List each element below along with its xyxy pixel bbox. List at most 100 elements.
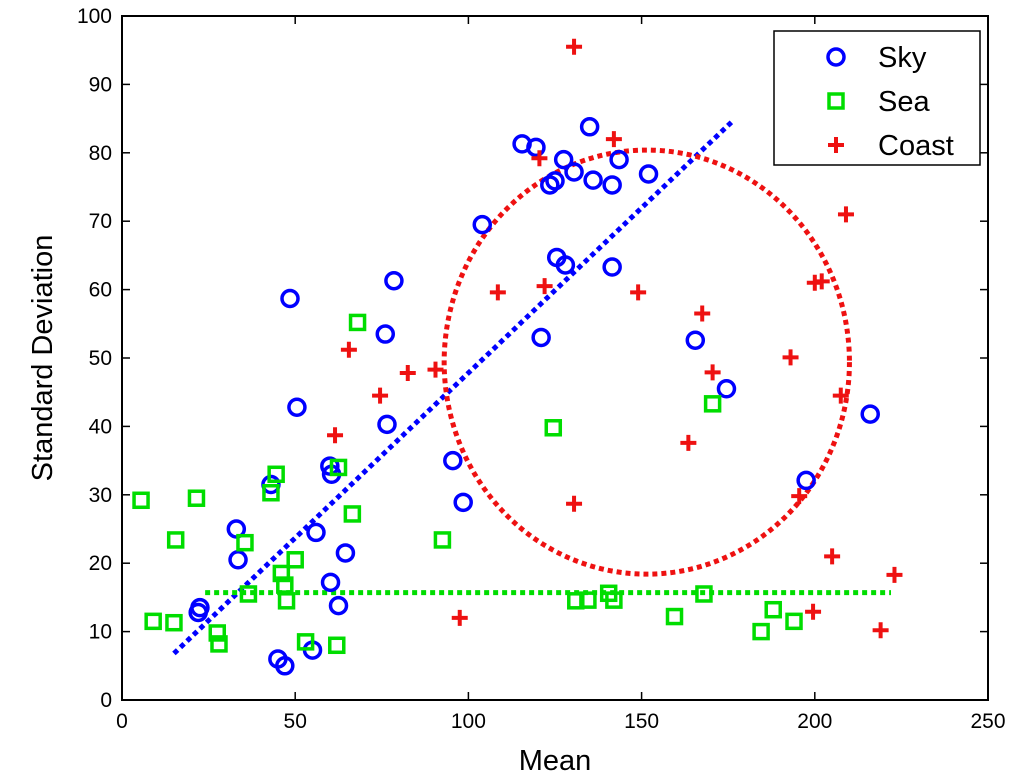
y-tick-label: 100	[77, 5, 112, 28]
sea-point	[296, 633, 315, 651]
sea-point	[262, 483, 280, 502]
trend-lines	[172, 120, 892, 656]
sky-point	[287, 397, 307, 417]
legend-marker-sea	[827, 92, 845, 110]
coast-point	[630, 284, 647, 301]
x-tick-label: 250	[970, 710, 1005, 733]
coast-point	[340, 341, 357, 358]
sky-point	[796, 470, 816, 491]
sky-point	[275, 656, 295, 676]
sea-point	[544, 419, 563, 437]
sky-point	[602, 175, 622, 195]
sky-point	[545, 171, 565, 191]
legend-label-coast: Coast	[878, 130, 954, 162]
sea-point	[785, 612, 803, 631]
coast-point	[566, 495, 583, 512]
sea-point	[187, 489, 206, 507]
sea-point	[433, 531, 452, 549]
y-tick-label: 40	[89, 415, 112, 438]
sky-point	[306, 522, 326, 543]
sea-point	[328, 636, 346, 655]
sea-point	[272, 564, 291, 583]
sea-point	[144, 612, 162, 631]
sky-point	[609, 149, 629, 170]
sea-point	[210, 635, 228, 653]
sea-point	[343, 505, 362, 523]
sky-point	[602, 257, 622, 277]
y-tick-label: 90	[89, 73, 112, 96]
coast-series	[327, 38, 903, 639]
coast-point	[791, 488, 808, 505]
sky-point	[553, 149, 574, 170]
sea-point	[695, 585, 713, 603]
coast-point	[327, 427, 344, 444]
sky-point	[638, 164, 659, 184]
sea-point	[239, 585, 258, 603]
legend-label-sea: Sea	[878, 86, 930, 118]
sea-series	[132, 313, 803, 655]
sky-point	[375, 324, 396, 344]
sea-point	[605, 591, 623, 609]
sky-point	[716, 379, 737, 399]
sky-point	[564, 162, 584, 182]
sea-point	[236, 533, 254, 552]
y-tick-label: 0	[100, 689, 112, 712]
sky-point	[531, 327, 551, 348]
sea-point	[348, 313, 367, 332]
sky-point	[228, 550, 248, 570]
data-points	[132, 38, 903, 676]
x-tick-label: 50	[284, 710, 307, 733]
sea-point	[703, 395, 722, 413]
sky-point	[472, 214, 493, 235]
sea-point	[277, 592, 296, 610]
sky-point	[555, 255, 576, 275]
coast-point	[531, 150, 548, 167]
coast-point	[451, 609, 468, 626]
sky-point	[443, 450, 463, 471]
coast-point	[694, 305, 711, 322]
coast-point	[832, 387, 849, 404]
coast-point	[605, 131, 622, 148]
y-tick-label: 80	[89, 142, 112, 165]
coast-point	[399, 365, 416, 382]
sea-point	[208, 624, 227, 642]
coast-point	[837, 206, 854, 223]
sky-point	[335, 543, 356, 563]
coast-point	[805, 603, 822, 620]
sky-point	[526, 137, 546, 158]
legend: Sky Sea Coast	[773, 30, 981, 166]
coast-point	[427, 361, 444, 378]
y-tick-label: 10	[89, 621, 112, 644]
y-axis-title: Standard Deviation	[27, 235, 59, 482]
sea-point	[286, 551, 304, 569]
axis-ticks	[121, 15, 989, 701]
sky-point	[579, 117, 600, 137]
x-tick-label: 200	[797, 710, 832, 733]
coast-point	[372, 387, 389, 404]
sky-point	[860, 404, 880, 424]
sea-point	[764, 600, 782, 619]
sea-point	[579, 591, 597, 609]
legend-marker-coast	[828, 137, 844, 153]
sea-point	[166, 531, 185, 549]
sky-point	[377, 414, 397, 435]
sea-point	[567, 592, 585, 610]
sky-point	[583, 170, 603, 190]
coast-point	[824, 548, 841, 565]
sky-point	[328, 595, 349, 616]
coast-point	[813, 273, 830, 290]
legend-label-sky: Sky	[878, 42, 927, 74]
coast-ellipse	[441, 147, 852, 577]
sky-point	[320, 572, 341, 593]
coast-point	[886, 566, 903, 583]
coast-point	[782, 349, 799, 366]
x-tick-label: 100	[451, 710, 486, 733]
sea-point	[329, 458, 348, 477]
y-tick-label: 30	[89, 484, 112, 507]
sky-point	[453, 492, 473, 513]
sky-point	[190, 597, 210, 618]
x-tick-label: 150	[624, 710, 659, 733]
coast-point	[872, 622, 889, 639]
legend-box	[773, 30, 981, 166]
